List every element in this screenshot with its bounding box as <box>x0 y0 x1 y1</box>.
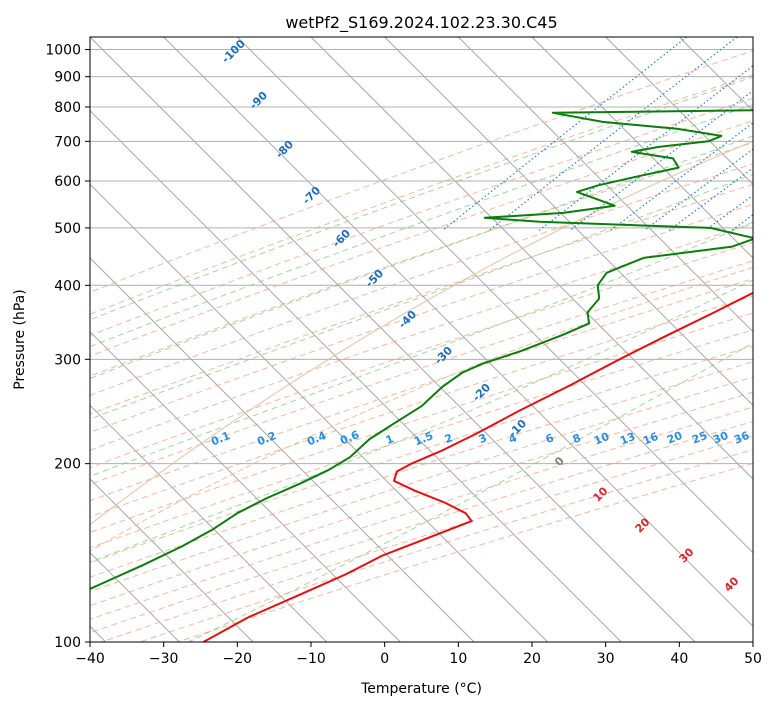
mixing-ratio-label: 20 <box>665 429 684 447</box>
dewpoint-profile-line <box>90 109 753 591</box>
dry-adiabat-line <box>101 435 753 642</box>
x-tick-label: 0 <box>380 651 389 667</box>
x-tick-label: 40 <box>670 651 688 667</box>
dry-adiabat-line <box>90 163 753 396</box>
mixing-ratio-line <box>488 37 738 231</box>
y-tick-label: 500 <box>54 221 81 237</box>
isotherm-label: -90 <box>247 89 270 112</box>
sounding-profiles <box>90 109 753 642</box>
x-tick-label: 20 <box>523 651 541 667</box>
isotherm-label: 10 <box>591 484 611 504</box>
isotherm-line <box>163 37 753 628</box>
mixing-ratio-line <box>442 37 688 231</box>
isotherm-label: 20 <box>633 515 653 535</box>
isotherm-label: -20 <box>470 381 493 404</box>
isotherm-label: -40 <box>396 308 419 331</box>
isotherm-label: -50 <box>363 267 386 290</box>
plot-frame <box>89 36 754 643</box>
dry-adiabat-line <box>90 345 753 564</box>
mixing-ratio-label: 0.6 <box>338 428 361 447</box>
axes: −40 −30 −20 −10 0 10 20 30 40 50 1000 900 800 700 600 5… <box>45 43 762 667</box>
mixing-ratio-label: 0.2 <box>255 429 278 448</box>
x-tick-label: 30 <box>597 651 615 667</box>
moist-adiabat-line <box>90 173 753 420</box>
temperature-profile-line <box>202 291 753 642</box>
reference-curve <box>90 266 753 552</box>
y-tick-label: 200 <box>54 457 81 473</box>
moist-adiabat-line <box>90 76 753 321</box>
mixing-ratio-label: 1 <box>384 432 396 447</box>
dry-adiabat-line <box>177 462 753 642</box>
mixing-ratio-label: 10 <box>592 430 611 448</box>
x-tick-label: −10 <box>296 651 326 667</box>
y-axis-label: Pressure (hPa) <box>12 289 28 389</box>
isotherm-line <box>236 37 753 554</box>
dry-adiabat-line <box>90 142 753 377</box>
isotherm-label: -60 <box>330 227 353 250</box>
y-tick-label: 100 <box>54 635 81 651</box>
dry-adiabat-line <box>90 50 753 293</box>
mixing-ratio-label: 0.4 <box>305 429 328 448</box>
x-tick-label: −30 <box>149 651 179 667</box>
isotherm-line <box>90 257 475 642</box>
isopleth-labels: -100-90-80-70-60-50-40-30-20-10010203040… <box>209 37 751 595</box>
mixing-ratio-label: 16 <box>641 430 660 448</box>
dry-adiabat-line <box>90 97 753 337</box>
chart-title: wetPf2_S169.2024.102.23.30.C45 <box>285 13 557 33</box>
x-tick-label: −20 <box>223 651 253 667</box>
mixing-ratio-label: 0.1 <box>209 429 232 448</box>
isotherm-line <box>90 404 328 642</box>
mixing-ratio-label: 25 <box>690 429 709 447</box>
dry-adiabat-line <box>90 329 753 549</box>
mixing-ratio-label: 3 <box>477 431 489 446</box>
isotherm-line <box>310 37 753 480</box>
y-tick-label: 600 <box>54 174 81 190</box>
mixing-ratio-label: 2 <box>443 431 455 446</box>
background-lines <box>90 37 775 642</box>
reference-curve <box>90 140 753 526</box>
isotherm-line <box>531 37 753 259</box>
isotherm-line <box>90 109 622 642</box>
moist-adiabat-line <box>90 103 753 348</box>
isotherm-line <box>605 37 753 186</box>
isotherm-line <box>90 330 401 642</box>
isotherm-label: -100 <box>219 37 248 66</box>
mixing-ratio-line <box>610 122 753 231</box>
isotherm-label: 40 <box>722 574 742 594</box>
x-tick-label: 50 <box>744 651 762 667</box>
isotherm-line <box>90 183 549 642</box>
mixing-ratio-line <box>704 194 753 231</box>
mixing-ratio-line <box>668 167 753 231</box>
isotherm-line <box>384 37 753 407</box>
mixing-ratio-label: 30 <box>711 429 730 447</box>
x-tick-label: −40 <box>75 651 105 667</box>
y-tick-label: 800 <box>54 100 81 116</box>
mixing-ratio-label: 13 <box>618 430 637 448</box>
y-tick-label: 400 <box>54 278 81 294</box>
x-tick-label: 10 <box>449 651 467 667</box>
dry-adiabat-line <box>139 449 753 642</box>
y-tick-label: 300 <box>54 352 81 368</box>
mixing-ratio-label: 8 <box>571 431 583 446</box>
mixing-ratio-label: 6 <box>544 431 556 446</box>
mixing-ratio-label: 36 <box>732 429 751 447</box>
x-axis-label: Temperature (°C) <box>360 681 482 697</box>
dry-adiabat-line <box>90 183 753 415</box>
moist-adiabat-line <box>90 279 753 563</box>
y-tick-label: 1000 <box>45 43 81 59</box>
dry-adiabat-line <box>90 361 753 578</box>
isotherm-line <box>457 37 753 333</box>
isotherm-line <box>678 37 753 112</box>
isotherm-label: 30 <box>677 545 697 565</box>
y-tick-label: 900 <box>54 70 81 86</box>
isotherm-line <box>752 37 753 38</box>
dry-adiabat-line <box>90 120 753 357</box>
mixing-ratio-label: 1.5 <box>412 429 435 448</box>
isotherm-line <box>90 37 696 642</box>
y-tick-label: 700 <box>54 134 81 150</box>
isotherm-line <box>90 478 254 642</box>
mixing-ratio-line <box>771 37 775 231</box>
